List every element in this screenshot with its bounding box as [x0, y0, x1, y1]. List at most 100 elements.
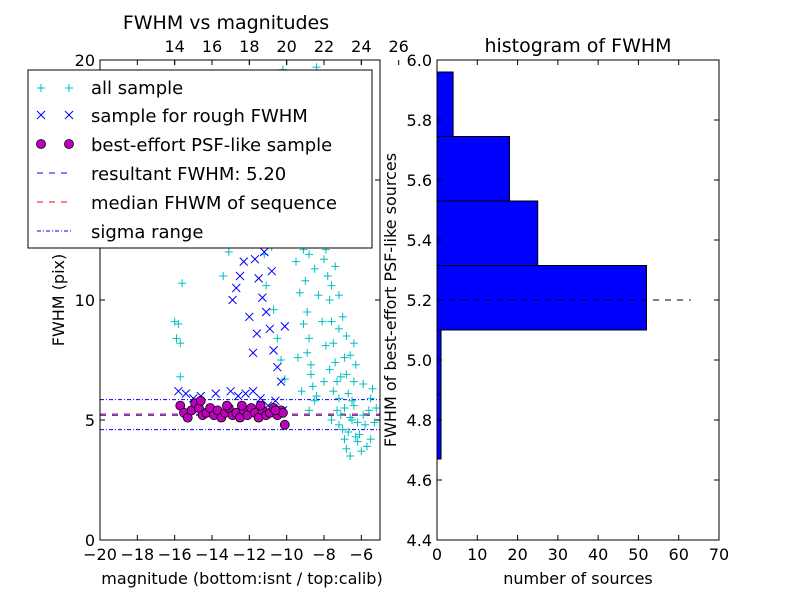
plus-marker — [297, 387, 306, 396]
plus-marker — [292, 257, 300, 266]
x-marker — [248, 386, 258, 396]
x-marker — [226, 386, 236, 396]
x-tick-label: 40 — [588, 545, 608, 564]
y-tick-label: 5.0 — [407, 351, 432, 370]
y-tick-label: 20 — [75, 51, 95, 70]
circle-marker — [222, 400, 232, 411]
legend-label: median FHWM of sequence — [91, 193, 337, 214]
plus-marker — [305, 334, 314, 343]
plus-marker — [333, 406, 342, 415]
plus-marker — [277, 356, 286, 364]
circle-marker — [270, 405, 281, 416]
x-marker — [211, 389, 221, 398]
histogram-bar — [437, 200, 539, 266]
scatter-x-label: magnitude (bottom:isnt / top:calib) — [101, 569, 382, 588]
top-tick-label: 18 — [239, 37, 259, 56]
circle-marker — [236, 400, 247, 411]
plus-marker — [327, 416, 336, 424]
plus-marker — [340, 435, 349, 444]
plus-marker — [342, 444, 351, 453]
x-tick-label: −20 — [83, 545, 117, 564]
x-marker — [174, 386, 183, 396]
x-marker — [244, 312, 254, 322]
plus-marker — [299, 320, 308, 328]
x-marker — [276, 377, 286, 386]
plus-marker — [334, 394, 343, 403]
x-marker — [250, 254, 260, 264]
plus-marker — [323, 272, 332, 280]
plus-marker — [359, 380, 368, 388]
y-tick-label: 0 — [85, 531, 95, 550]
y-tick-label: 5.8 — [407, 111, 432, 130]
plus-marker — [346, 351, 355, 360]
plus-marker — [340, 404, 349, 412]
y-tick-label: 4.6 — [407, 471, 432, 490]
x-tick-label: −8 — [312, 545, 336, 564]
histogram-bar — [437, 136, 511, 202]
plus-marker — [370, 418, 379, 427]
y-tick-label: 4.8 — [407, 411, 432, 430]
plus-marker — [336, 411, 345, 420]
plus-marker — [351, 360, 360, 369]
legend-swatch-plus — [37, 84, 73, 92]
y-tick-label: 5.6 — [407, 171, 432, 190]
plus-marker — [320, 255, 328, 264]
scatter-points — [170, 63, 380, 460]
plus-marker — [372, 404, 380, 412]
plus-marker — [334, 324, 343, 333]
plus-marker — [331, 358, 340, 367]
plus-marker — [308, 382, 317, 391]
x-tick-label: −10 — [270, 545, 304, 564]
plus-marker — [273, 334, 282, 343]
plus-marker — [327, 317, 336, 326]
scatter-title: FWHM vs magnitudes — [123, 12, 329, 34]
plus-marker — [303, 348, 312, 357]
x-marker — [267, 266, 277, 276]
plus-marker — [329, 387, 338, 396]
plus-marker — [320, 377, 328, 386]
plus-marker — [334, 420, 343, 429]
plus-marker — [305, 406, 314, 415]
plus-marker — [178, 279, 187, 288]
legend-label: best-effort PSF-like sample — [91, 135, 332, 156]
legend-entry-resultant-fwhm: resultant FWHM: 5.20 — [37, 164, 286, 185]
plus-marker — [312, 392, 321, 400]
plus-marker — [348, 396, 356, 405]
plus-marker — [321, 341, 330, 350]
legend: all sample sample for rough FWHM best-ef… — [27, 69, 373, 249]
plus-marker — [327, 281, 336, 290]
plus-marker — [280, 375, 289, 384]
plus-marker — [368, 384, 377, 393]
plus-marker — [318, 317, 327, 326]
x-tick-label: 10 — [467, 545, 487, 564]
x-marker — [280, 322, 290, 331]
legend-label: all sample — [91, 78, 183, 99]
x-marker — [231, 283, 241, 293]
x-tick-label: 0 — [432, 545, 442, 564]
plus-marker — [359, 411, 368, 420]
plus-marker — [306, 360, 315, 369]
histogram-bar — [437, 265, 647, 331]
circle-marker — [255, 400, 266, 411]
top-tick-label: 20 — [276, 37, 296, 56]
histogram-bar — [437, 394, 442, 460]
legend-entry-all-sample: all sample — [37, 78, 183, 99]
histogram-bar — [437, 329, 442, 395]
x-tick-label: −6 — [350, 545, 374, 564]
plus-marker — [349, 401, 358, 410]
plus-marker — [349, 339, 358, 348]
legend-entry-rough-sample: sample for rough FWHM — [36, 106, 308, 127]
x-marker — [261, 307, 271, 317]
histogram-x-label: number of sources — [503, 569, 653, 588]
legend-entry-median-fwhm: median FHWM of sequence — [37, 193, 337, 214]
plus-marker — [334, 291, 343, 300]
plus-marker — [342, 370, 351, 379]
x-marker — [254, 274, 264, 283]
plus-marker — [295, 288, 304, 297]
x-tick-label: 60 — [669, 545, 689, 564]
histogram-x-ticks: 0 10 20 30 40 50 60 70 — [432, 60, 729, 564]
x-marker — [256, 394, 265, 403]
plus-marker — [224, 248, 233, 256]
plus-marker — [310, 396, 319, 405]
